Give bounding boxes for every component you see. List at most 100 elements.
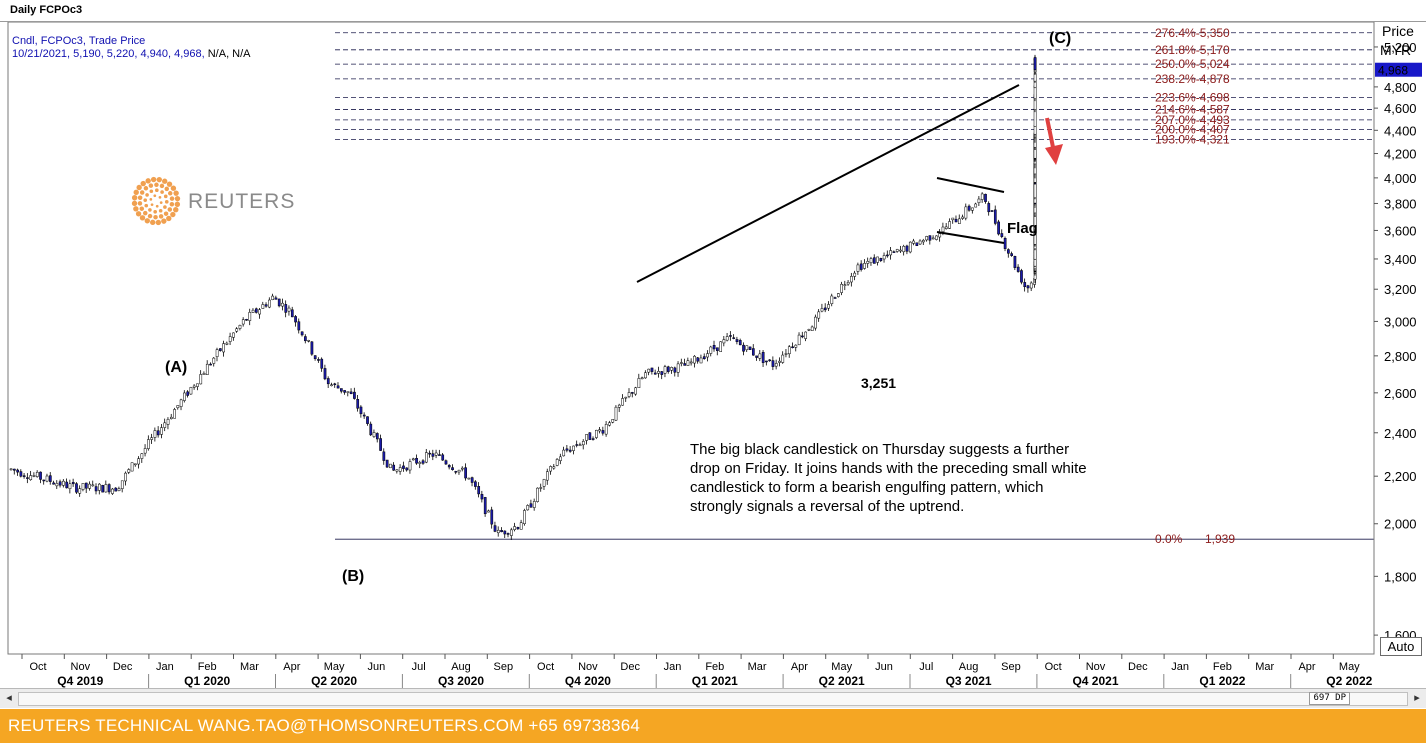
candle-body [657,371,660,374]
price-tick-label: 3,800 [1384,196,1417,211]
candle-body [483,497,487,515]
logo-dot [154,182,159,188]
candle-body [627,392,631,397]
candle-body [245,319,248,321]
candle-body [905,245,909,252]
candle-body [297,321,301,331]
candle-body [192,385,196,388]
candle-body [353,391,356,399]
candle-body [68,483,72,489]
candle-body [385,459,389,468]
candle-body [863,263,866,269]
candle-body [581,441,585,446]
logo-dot [148,183,154,188]
plot-area [7,22,1375,655]
candle-body [830,295,834,305]
scroll-left-icon[interactable]: ◂ [6,692,12,704]
candle-body [52,482,55,485]
horizontal-scrollbar[interactable]: ◂ 697 DP ▸ [0,688,1426,708]
candle-body [395,469,399,472]
month-label: Jul [919,661,933,673]
candle-body [42,479,46,482]
logo-dot [139,190,145,195]
fibonacci-levels: 276.4%-5,350 261.8%-5,170250.0%-5,024238.… [335,26,1374,546]
logo-dot [169,201,175,207]
candle-body [398,467,402,472]
month-label: Oct [537,661,554,673]
logo-dot [173,190,179,196]
candle-body [1033,248,1037,260]
candle-body [601,430,605,434]
candle-body [856,264,860,272]
candle-body [111,488,114,494]
candle-body [748,346,752,350]
candle-body [719,341,723,352]
candle-body [317,359,320,361]
currency-label: MYR [1380,42,1411,58]
candle-body [751,348,755,356]
candle-body [987,203,991,213]
candle-body [454,471,458,473]
price-tick-label: 4,200 [1384,147,1417,162]
candle-body [1033,57,1037,70]
candle-body [1007,249,1010,254]
candle-body [791,346,794,349]
candle-body [359,406,363,415]
month-label: Aug [451,661,471,673]
logo-dot [155,219,162,226]
logo-dot [131,195,138,201]
logo-dot [173,207,179,213]
candle-body [964,206,968,219]
candle-body [261,304,265,309]
candle-body [814,316,817,329]
month-label: Jan [156,661,174,673]
candle-body [591,438,595,440]
candle-body [980,193,984,200]
scroll-track[interactable] [18,692,1408,706]
candle-body [500,530,503,533]
candle-body [268,299,271,308]
logo-dot [159,183,165,189]
candle-body [984,193,987,202]
candle-body [516,527,520,530]
last-price-label: 4,968 [1378,64,1408,78]
fib-level-label: 200.0%-4,407 [1155,123,1230,137]
candle-body [493,525,497,532]
candle-body [660,371,664,375]
month-label: Jul [412,661,426,673]
price-tick-label: 1,800 [1384,569,1417,584]
auto-scale-button[interactable]: Auto [1380,637,1422,656]
candle-body [768,359,772,362]
logo-dot [149,198,153,201]
candle-body [833,297,837,299]
candle-body [993,209,997,224]
price-tick-label: 3,200 [1384,282,1417,297]
candle-body [98,483,101,491]
candle-body [474,481,477,487]
candle-body [209,363,212,366]
candle-body [774,363,778,367]
logo-dot [166,181,173,187]
candle-body [16,469,19,473]
red-arrow-head [1045,144,1063,165]
candle-body [254,308,258,313]
candle-body [1029,282,1033,289]
candle-body [725,336,729,341]
fib-level-label: 193.0%-4,321 [1155,132,1230,146]
month-label: May [1339,661,1360,673]
candle-body [490,509,494,525]
candle-body [519,522,523,530]
commentary-line: drop on Friday. It joins hands with the … [690,460,1087,477]
scroll-right-icon[interactable]: ▸ [1414,692,1420,704]
price-tick-label: 2,600 [1384,386,1417,401]
logo-dot [158,195,162,199]
candle-body [957,218,961,224]
candle-body [366,416,369,424]
month-label: Jun [875,661,893,673]
candle-body [496,529,500,534]
candle-body [666,366,670,372]
price-tick-label: 3,000 [1384,314,1417,329]
candle-body [941,226,945,233]
candle-body [608,422,611,426]
month-label: Jun [368,661,386,673]
